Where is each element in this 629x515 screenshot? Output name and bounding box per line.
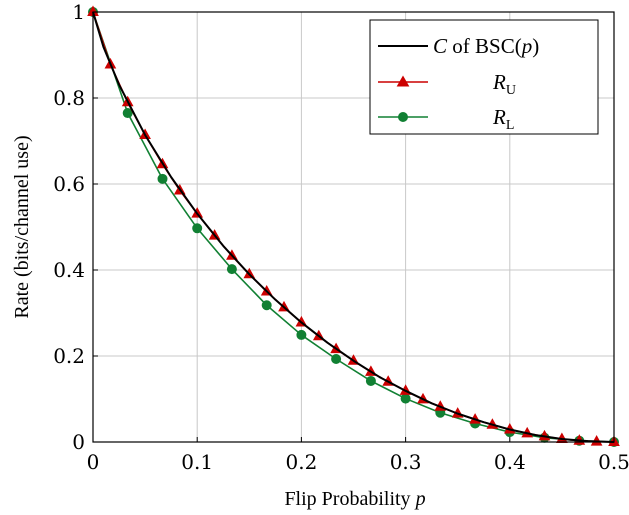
data-point-lower	[400, 393, 411, 404]
data-point-lower	[157, 173, 168, 184]
y-tick-label: 1	[72, 0, 85, 24]
x-axis-label: Flip Probability p	[284, 488, 425, 510]
y-axis-label: Rate (bits/channel use)	[11, 135, 33, 318]
y-tick-label: 0.8	[53, 86, 85, 110]
y-tick-label: 0	[72, 430, 85, 454]
series-line-capacity	[92, 11, 615, 443]
data-point-lower	[261, 300, 272, 311]
legend: C of BSC(p) RU RL	[369, 19, 599, 135]
ticks: 0 0.1 0.2 0.3 0.4 0.5 0 0.2 0.4 0.6 0.8 1	[53, 0, 629, 474]
data-point-lower	[226, 264, 237, 275]
x-tick-label: 0.1	[181, 450, 213, 474]
legend-label-lower: RL	[492, 105, 514, 133]
plot-frame	[92, 11, 615, 443]
data-point-lower	[192, 223, 203, 234]
x-tick-label: 0.3	[390, 450, 422, 474]
data-point-lower	[331, 354, 342, 365]
legend-marker-upper	[396, 75, 410, 87]
y-tick-label: 0.2	[53, 344, 85, 368]
legend-marker-lower	[398, 112, 408, 122]
y-tick-label: 0.6	[53, 172, 85, 196]
data-point-lower	[296, 329, 307, 340]
legend-label-upper: RU	[492, 70, 516, 98]
legend-label-capacity: C of BSC(p)	[433, 34, 539, 58]
data-point-lower	[122, 108, 133, 119]
x-tick-label: 0.5	[598, 450, 629, 474]
x-tick-label: 0.2	[285, 450, 317, 474]
legend-box	[369, 19, 599, 135]
data-point-lower	[365, 375, 376, 386]
series-layer	[87, 5, 620, 447]
x-tick-label: 0	[87, 450, 100, 474]
x-tick-label: 0.4	[494, 450, 526, 474]
y-tick-label: 0.4	[53, 258, 85, 282]
